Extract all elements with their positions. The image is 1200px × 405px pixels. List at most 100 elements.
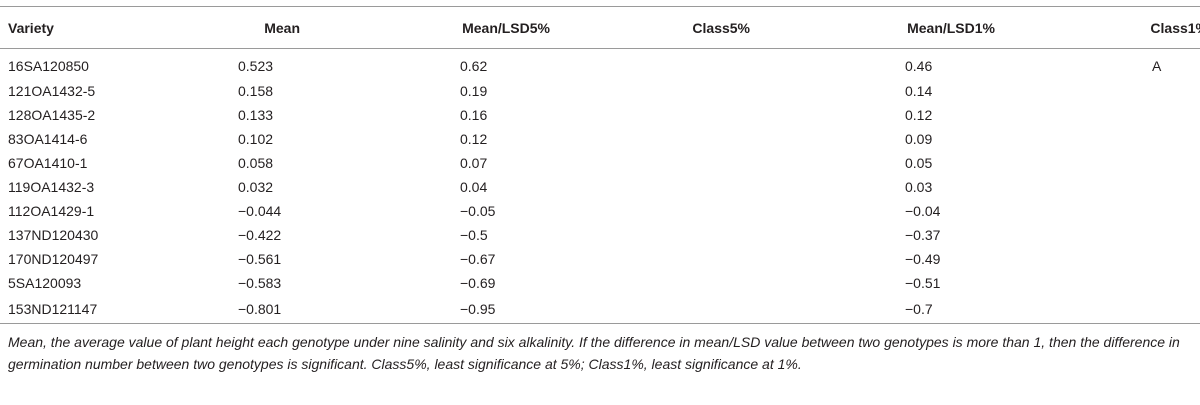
cell-class1 bbox=[995, 127, 1200, 151]
cell-variety: 83OA1414-6 bbox=[8, 131, 88, 147]
header-row: Variety Mean Mean/LSD5% Class5% Mean/LSD… bbox=[0, 6, 1200, 49]
table-row: 16SA120850 0.523 0.62 0.46 A bbox=[0, 49, 1200, 80]
cell-class5 bbox=[550, 79, 750, 103]
cell-variety: 119OA1432-3 bbox=[8, 179, 95, 195]
table-footnote: Mean, the average value of plant height … bbox=[8, 334, 1180, 372]
cell-variety: 128OA1435-2 bbox=[8, 107, 96, 123]
mean-value: 0.032 bbox=[238, 179, 274, 195]
mean-value: 0.133 bbox=[238, 107, 274, 123]
mean-value: −0.561 bbox=[238, 251, 282, 267]
cell-variety: 5SA120093 bbox=[8, 275, 82, 291]
cell-mean-lsd1: 0.14 bbox=[905, 83, 933, 99]
cell-mean-lsd1: −0.49 bbox=[905, 251, 941, 267]
results-table: Variety Mean Mean/LSD5% Class5% Mean/LSD… bbox=[0, 6, 1200, 324]
table-row: 153ND121147 −0.801 −0.95 −0.7 bbox=[0, 295, 1200, 324]
cell-variety: 137ND120430 bbox=[8, 227, 99, 243]
cell-class5 bbox=[550, 271, 750, 295]
cell-class5 bbox=[550, 295, 750, 324]
cell-mean: 0.158 bbox=[213, 79, 300, 103]
cell-class5 bbox=[550, 175, 750, 199]
cell-mean-lsd5: −0.95 bbox=[300, 295, 550, 324]
cell-mean-lsd1: −0.7 bbox=[750, 295, 995, 324]
cell-class1 bbox=[995, 271, 1200, 295]
cell-class5 bbox=[550, 247, 750, 271]
mean-value: −0.801 bbox=[238, 301, 282, 317]
cell-mean: −0.583 bbox=[213, 271, 300, 295]
cell-mean-lsd5: 0.19 bbox=[460, 83, 488, 99]
mean-value: 0.058 bbox=[238, 155, 274, 171]
header-mean: Mean bbox=[213, 6, 300, 49]
cell-class5 bbox=[550, 127, 750, 151]
cell-mean-lsd1: 0.05 bbox=[905, 155, 933, 171]
cell-class1 bbox=[995, 223, 1200, 247]
table-row: 137ND120430 −0.422 −0.5 −0.37 bbox=[0, 223, 1200, 247]
cell-mean: −0.422 bbox=[213, 223, 300, 247]
table-container: Variety Mean Mean/LSD5% Class5% Mean/LSD… bbox=[0, 6, 1200, 372]
cell-mean-lsd5: 0.07 bbox=[460, 155, 488, 171]
cell-mean-lsd5: 0.62 bbox=[460, 58, 488, 74]
cell-mean-lsd1: 0.12 bbox=[905, 107, 933, 123]
cell-mean: −0.044 bbox=[213, 199, 300, 223]
cell-mean: 0.523 bbox=[213, 49, 300, 80]
cell-class5 bbox=[550, 223, 750, 247]
cell-class5 bbox=[550, 199, 750, 223]
cell-class1 bbox=[995, 79, 1200, 103]
cell-class5 bbox=[550, 103, 750, 127]
table-row: 67OA1410-1 0.058 0.07 0.05 bbox=[0, 151, 1200, 175]
cell-mean-lsd5: −0.05 bbox=[460, 203, 496, 219]
table-row: 128OA1435-2 0.133 0.16 0.12 bbox=[0, 103, 1200, 127]
table-header: Variety Mean Mean/LSD5% Class5% Mean/LSD… bbox=[0, 6, 1200, 49]
cell-mean-lsd5: 0.04 bbox=[460, 179, 488, 195]
mean-value: −0.044 bbox=[238, 203, 282, 219]
mean-value: 0.102 bbox=[238, 131, 274, 147]
cell-variety: 16SA120850 bbox=[8, 58, 89, 74]
cell-mean: 0.133 bbox=[213, 103, 300, 127]
table-row: 121OA1432-5 0.158 0.19 0.14 bbox=[0, 79, 1200, 103]
cell-class1 bbox=[995, 175, 1200, 199]
cell-mean: 0.032 bbox=[213, 175, 300, 199]
cell-mean-lsd1: 0.09 bbox=[905, 131, 933, 147]
cell-mean: −0.801 bbox=[213, 295, 300, 324]
cell-mean: 0.058 bbox=[213, 151, 300, 175]
cell-mean-lsd1: −0.51 bbox=[905, 275, 941, 291]
cell-class1: A bbox=[1152, 58, 1162, 74]
cell-class1 bbox=[995, 295, 1200, 324]
cell-class1 bbox=[995, 151, 1200, 175]
cell-mean-lsd5: −0.67 bbox=[460, 251, 496, 267]
table-row: 170ND120497 −0.561 −0.67 −0.49 bbox=[0, 247, 1200, 271]
table-row: 119OA1432-3 0.032 0.04 0.03 bbox=[0, 175, 1200, 199]
cell-mean-lsd5: −0.69 bbox=[460, 275, 496, 291]
header-class5: Class5% bbox=[550, 6, 750, 49]
cell-mean: 0.102 bbox=[213, 127, 300, 151]
mean-value: 0.523 bbox=[238, 58, 274, 74]
cell-mean-lsd1: −0.04 bbox=[905, 203, 941, 219]
cell-variety: 121OA1432-5 bbox=[8, 83, 96, 99]
cell-mean-lsd1: 0.46 bbox=[905, 58, 933, 74]
cell-mean-lsd5: 0.16 bbox=[460, 107, 488, 123]
cell-mean-lsd5: −0.5 bbox=[460, 227, 488, 243]
mean-value: −0.583 bbox=[238, 275, 282, 291]
cell-mean-lsd5: 0.12 bbox=[460, 131, 488, 147]
header-variety: Variety bbox=[0, 6, 213, 49]
cell-class1 bbox=[995, 247, 1200, 271]
cell-variety: 112OA1429-1 bbox=[8, 203, 95, 219]
cell-mean-lsd1: 0.03 bbox=[905, 179, 933, 195]
mean-value: −0.422 bbox=[238, 227, 282, 243]
cell-variety: 153ND121147 bbox=[0, 295, 213, 324]
cell-variety: 170ND120497 bbox=[8, 251, 99, 267]
cell-mean: −0.561 bbox=[213, 247, 300, 271]
cell-class5 bbox=[550, 151, 750, 175]
cell-variety: 67OA1410-1 bbox=[8, 155, 88, 171]
cell-class5 bbox=[550, 49, 750, 80]
header-mean-lsd1: Mean/LSD1% bbox=[750, 6, 995, 49]
table-row: 5SA120093 −0.583 −0.69 −0.51 bbox=[0, 271, 1200, 295]
cell-class1 bbox=[995, 199, 1200, 223]
table-body: 16SA120850 0.523 0.62 0.46 A 121OA1432-5 0.158… bbox=[0, 49, 1200, 324]
header-mean-lsd5: Mean/LSD5% bbox=[300, 6, 550, 49]
cell-mean-lsd1: −0.37 bbox=[905, 227, 941, 243]
cell-class1 bbox=[995, 103, 1200, 127]
table-row: 112OA1429-1 −0.044 −0.05 −0.04 bbox=[0, 199, 1200, 223]
table-row: 83OA1414-6 0.102 0.12 0.09 bbox=[0, 127, 1200, 151]
mean-value: 0.158 bbox=[238, 83, 274, 99]
header-class1: Class1% bbox=[995, 6, 1200, 49]
